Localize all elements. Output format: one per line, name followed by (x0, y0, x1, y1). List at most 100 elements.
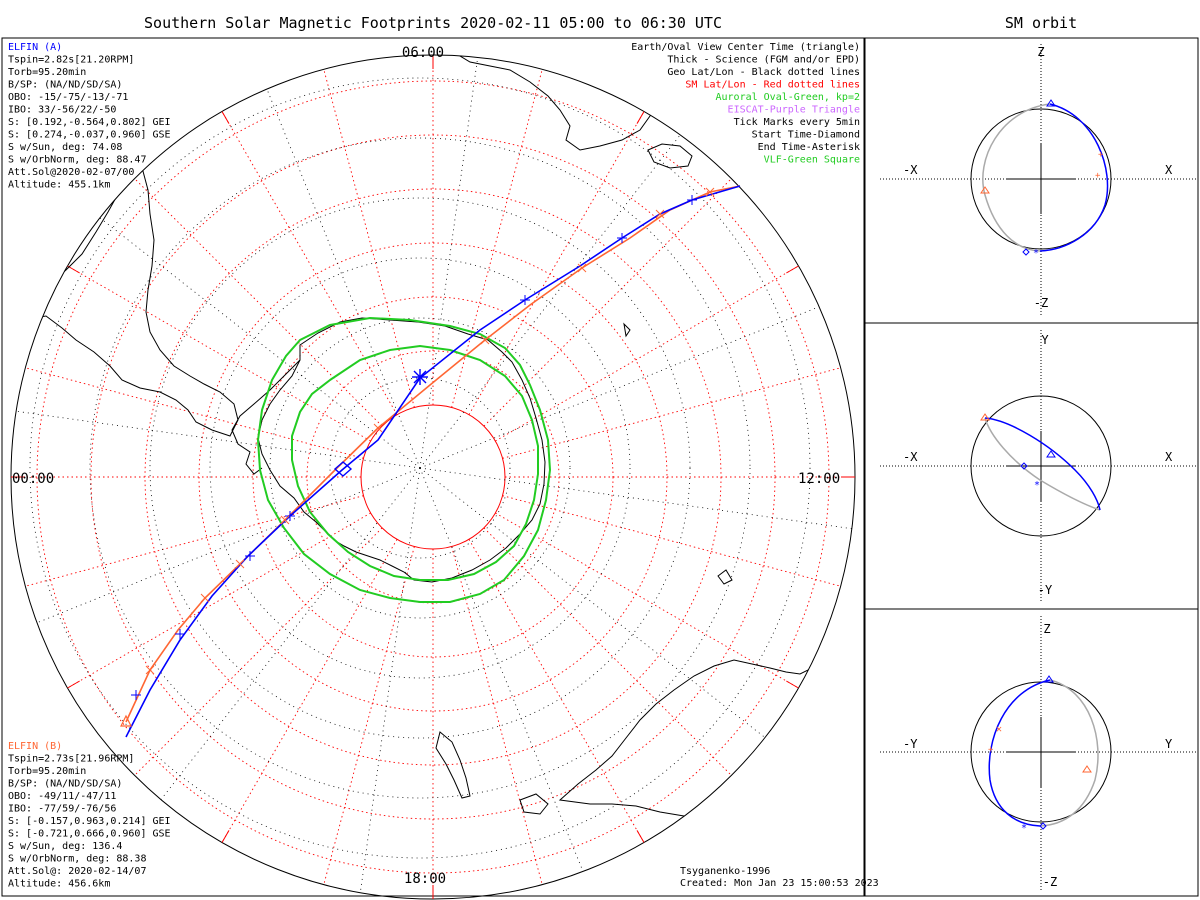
main-title: Southern Solar Magnetic Footprints 2020-… (144, 14, 722, 32)
axis-label: Y (1041, 333, 1049, 347)
coastline-antarctica (257, 317, 546, 583)
map-outer-circle (10, 54, 856, 900)
orbit-view-xy: * Y -Y -X X (880, 330, 1198, 602)
elfin-a-line: Tspin=2.82s[21.20RPM] (8, 55, 134, 66)
sm-hour-tick (636, 830, 645, 843)
auroral-ovals (256, 316, 552, 603)
sm-hour-tick (221, 830, 230, 843)
coastline-south-america (25, 158, 239, 437)
sm-lon-line (468, 539, 664, 876)
elfin-b-tick (480, 335, 490, 345)
hour-label-right: 12:00 (798, 471, 840, 487)
legend-entry: Earth/Oval View Center Time (triangle) (631, 42, 860, 53)
orbit-a (1039, 103, 1109, 252)
sm-lon-line (11, 357, 364, 459)
elfin-b-tick (655, 209, 665, 219)
geo-lat-circle (29, 77, 811, 859)
elfin-a-line: S w/OrbNorm, deg: 88.47 (8, 155, 146, 166)
sm-hour-tick (67, 680, 80, 689)
coastline-tasmania (519, 793, 549, 815)
axis-label: Z (1043, 622, 1050, 636)
legend-entry: VLF-Green Square (764, 155, 860, 166)
sm-lon-line (468, 78, 664, 415)
elfin-a-line: Torb=95.20min (8, 67, 86, 78)
tick-marker: + (1098, 150, 1104, 160)
geo-lat-circle (89, 137, 751, 799)
coastline-madagascar (647, 143, 693, 169)
elfin-a-start-diamond (333, 461, 353, 477)
elfin-b-tick (235, 559, 245, 569)
elfin-a-line: IBO: 33/-56/22/-50 (8, 105, 116, 116)
start-diamond (1020, 462, 1028, 470)
elfin-a-line: S: [0.274,-0.037,0.960] GSE (8, 130, 171, 141)
geo-lon-line (419, 55, 488, 469)
elfin-b-tick (373, 423, 383, 433)
earth-circle (970, 108, 1112, 250)
elfin-b-tick (145, 665, 155, 675)
triangle-marker (1082, 765, 1092, 773)
geo-lat-circle (269, 317, 571, 619)
orbit-panel-title: SM orbit (1005, 14, 1077, 32)
elfin-b-line: Tspin=2.73s[21.96RPM] (8, 754, 134, 765)
sm-hour-tick (221, 111, 230, 124)
triangle-marker (1044, 675, 1054, 683)
axis-label: -X (903, 163, 918, 177)
tick-marker: ✕ (996, 724, 1002, 735)
tick-marker: + (988, 745, 994, 755)
coastline-peninsula (231, 359, 301, 475)
legend-entry: Auroral Oval-Green, kp=2 (716, 92, 861, 103)
sm-lon-line (313, 55, 415, 408)
elfin-b-tick (705, 187, 715, 197)
triangle-marker (1046, 450, 1056, 458)
sm-lon-line (313, 546, 415, 899)
elfin-b-line: S: [-0.157,0.963,0.214] GEI (8, 816, 171, 827)
triangle-marker (1046, 99, 1056, 107)
polar-map (10, 54, 856, 900)
sm-lon-line (495, 512, 832, 708)
elfin-a-line: Att.Sol@2020-02-07/00 (8, 167, 134, 178)
footprint-tracks (120, 185, 741, 738)
lat-lon-grid (11, 55, 855, 899)
geo-lat-circle (209, 257, 631, 679)
geo-lat-circle (329, 377, 511, 559)
sm-lon-line (483, 151, 759, 427)
geo-lon-line (41, 172, 421, 469)
elfin-a-line: B/SP: (NA/ND/SD/SA) (8, 80, 122, 91)
elfin-a-line: OBO: -15/-75/-13/-71 (8, 92, 128, 103)
geo-lon-line (124, 467, 421, 847)
model-label: Tsyganenko-1996 (680, 866, 770, 877)
sm-lon-line (34, 246, 371, 442)
sm-lon-line (451, 546, 553, 899)
sm-lon-line (502, 495, 855, 597)
axis-label: -Y (1038, 583, 1053, 597)
axis-label: Z (1037, 45, 1044, 59)
tick-marker: + (1095, 171, 1101, 181)
coastlines (25, 55, 853, 817)
elfin-a-line: Altitude: 455.1km (8, 180, 110, 191)
end-asterisk: * (1021, 823, 1027, 834)
orbit-a (984, 417, 1101, 511)
sm-lat-circle (360, 404, 506, 550)
elfin-b-tick (200, 593, 210, 603)
elfin-a-info: ELFIN (A) Tspin=2.82s[21.20RPM] Torb=95.… (8, 42, 171, 191)
geo-lon-line (419, 467, 601, 899)
coastline-islands (623, 322, 853, 585)
elfin-b-line: S w/Sun, deg: 136.4 (8, 841, 122, 852)
hour-label-bottom: 18:00 (404, 871, 446, 887)
elfin-b-line: S: [-0.721,0.666,0.960] GSE (8, 829, 171, 840)
legend-entry: EISCAT-Purple Triangle (728, 105, 860, 116)
earth-circle (970, 395, 1112, 537)
sm-lon-line (451, 55, 553, 408)
elfin-b-track (125, 185, 741, 723)
orbit-b (982, 103, 1051, 252)
geo-lon-line (11, 467, 421, 649)
orbit-b (984, 417, 1101, 511)
hour-label-top: 06:00 (402, 45, 444, 61)
orbit-view-yz: ✕ + * Z -Z -Y Y (880, 616, 1198, 890)
auroral-oval-outer (256, 316, 552, 603)
created-label: Created: Mon Jan 23 15:00:53 2023 (680, 878, 879, 889)
sm-lon-line (202, 539, 398, 876)
elfin-b-tick (280, 515, 290, 525)
end-asterisk: * (1034, 480, 1040, 491)
